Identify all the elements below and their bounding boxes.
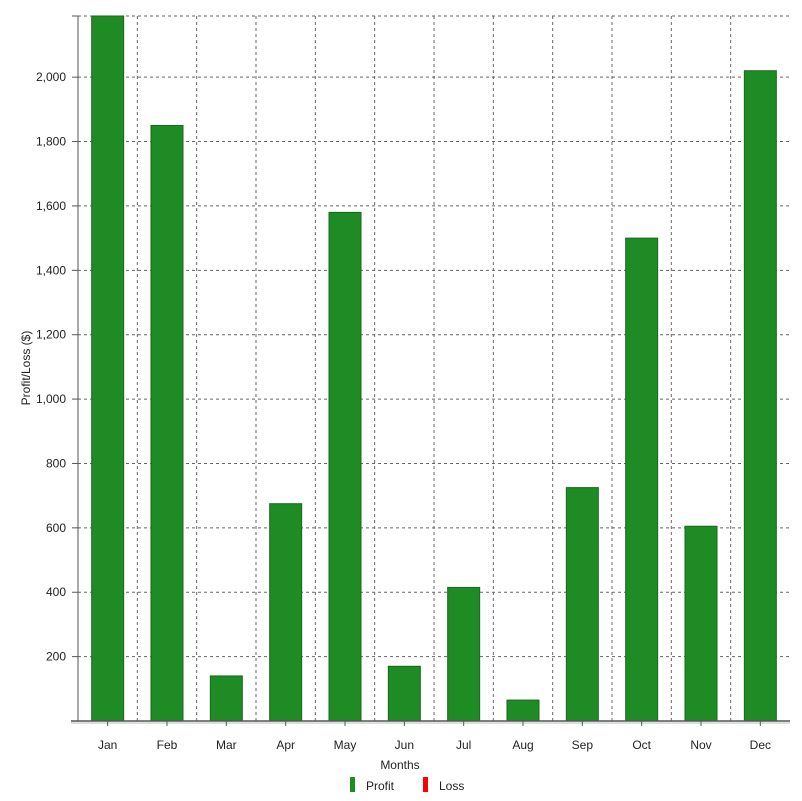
bar-profit-oct (625, 237, 659, 722)
bar-profit-mar (209, 675, 243, 722)
x-ticks: Jan Feb Mar Apr May Jun Jul Aug Sep Oct Nov Dec (98, 721, 771, 752)
bar-profit-nov (684, 525, 718, 722)
y-tick-label: 1,000 (36, 392, 66, 406)
legend-swatch-loss (423, 777, 428, 792)
bar-profit-dec (743, 70, 777, 722)
bar-profit-feb (150, 124, 184, 722)
gridlines (78, 15, 790, 721)
bar-profit-jun (387, 665, 421, 722)
x-tick-label: Jan (98, 738, 117, 752)
bar-profit-jul (447, 586, 481, 722)
y-tick-label: 1,600 (36, 199, 66, 213)
bar-profit-sep (565, 487, 599, 722)
y-tick-label: 600 (46, 521, 66, 535)
y-tick-label: 400 (46, 585, 66, 599)
legend-swatch-profit (350, 777, 355, 792)
axes (71, 16, 790, 724)
x-tick-label: Apr (276, 738, 295, 752)
x-tick-label: Jul (456, 738, 471, 752)
y-tick-label: 800 (46, 456, 66, 470)
x-tick-label: May (334, 738, 357, 752)
y-tick-label: 200 (46, 650, 66, 664)
bars (91, 15, 777, 722)
x-tick-label: Dec (750, 738, 771, 752)
x-tick-label: Feb (157, 738, 178, 752)
y-tick-label: 1,400 (36, 263, 66, 277)
bar-profit-jan (91, 15, 125, 722)
bar-profit-apr (269, 503, 303, 722)
x-tick-label: Jun (395, 738, 414, 752)
x-tick-label: Mar (216, 738, 237, 752)
legend: Profit Loss (350, 777, 464, 793)
y-axis-title: Profit/Loss ($) (19, 331, 33, 406)
y-tick-label: 1,800 (36, 135, 66, 149)
x-axis-title: Months (380, 758, 419, 772)
legend-label-profit: Profit (366, 779, 395, 793)
bar-profit-aug (506, 699, 540, 722)
x-tick-label: Nov (690, 738, 711, 752)
y-tick-label: 2,000 (36, 70, 66, 84)
x-tick-label: Aug (512, 738, 533, 752)
y-tick-label: 1,200 (36, 328, 66, 342)
legend-label-loss: Loss (439, 779, 464, 793)
bar-profit-may (328, 211, 362, 722)
y-ticks: 200 400 600 800 1,000 1,200 1,400 1,600 1,800 2,0… (36, 15, 78, 664)
x-tick-label: Sep (572, 738, 594, 752)
x-tick-label: Oct (632, 738, 651, 752)
